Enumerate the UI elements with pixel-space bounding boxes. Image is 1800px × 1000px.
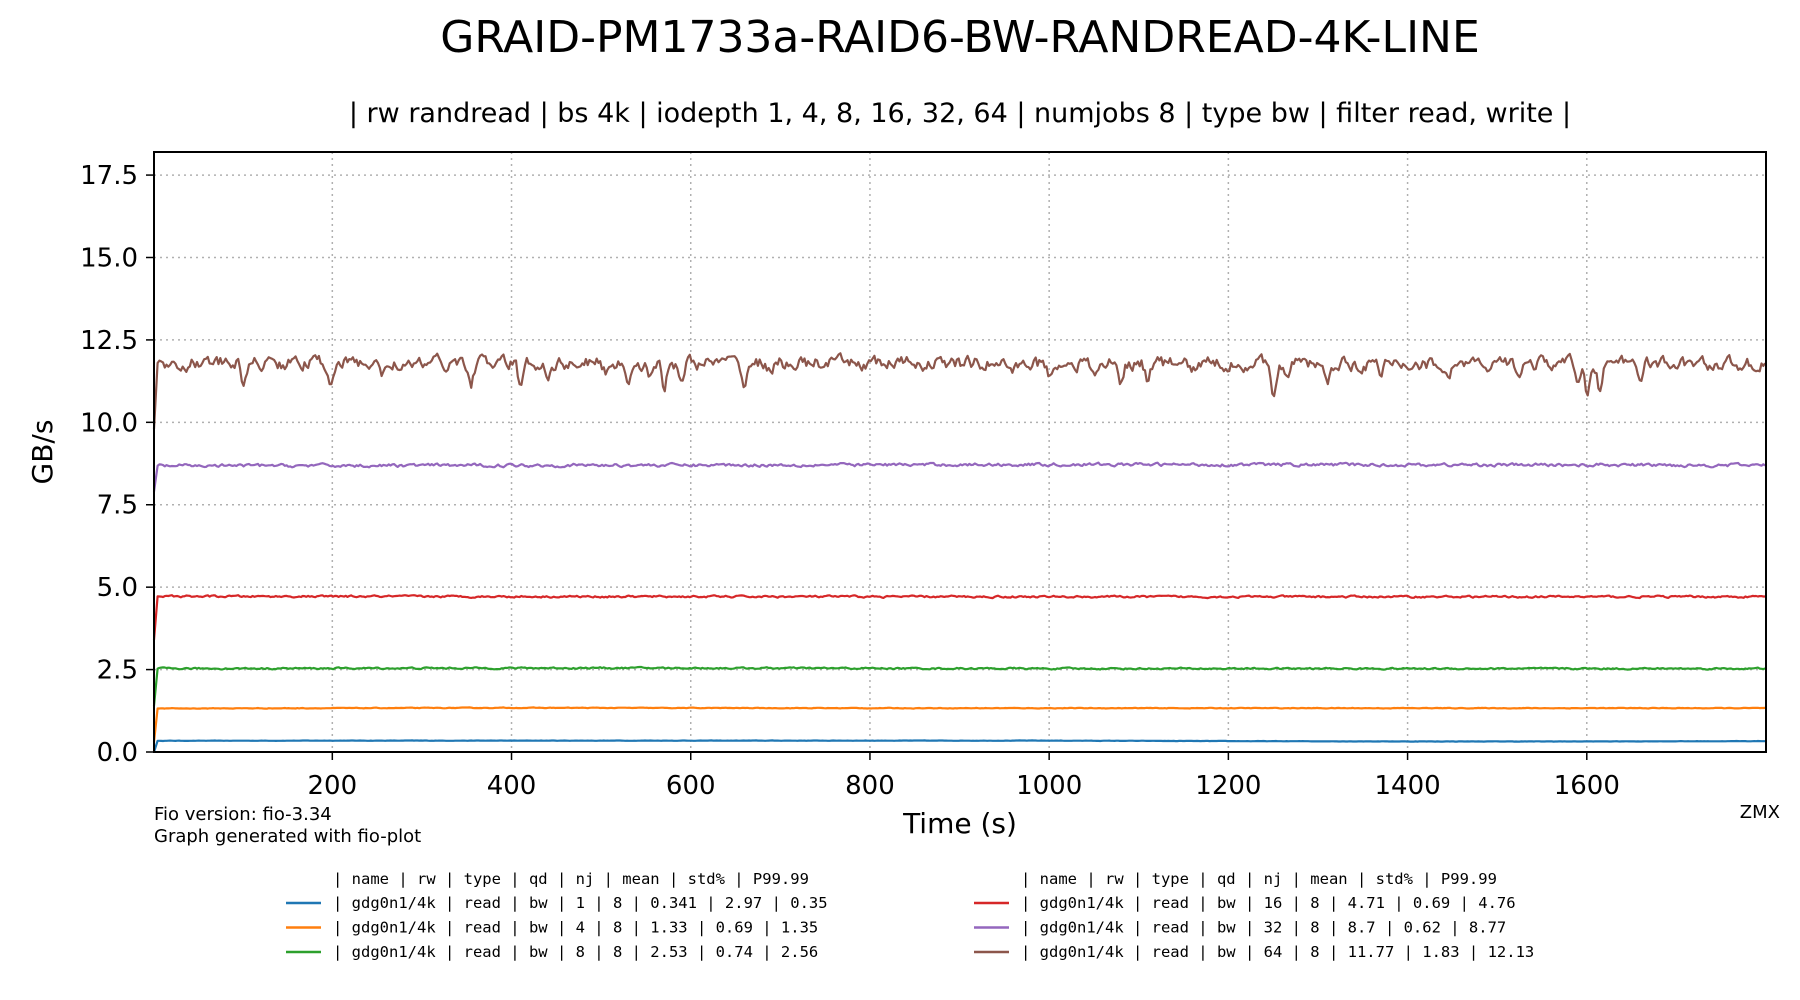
watermark-text: ZMX (1740, 802, 1780, 823)
x-tick-label: 800 (845, 771, 895, 801)
x-tick-label: 1200 (1195, 771, 1261, 801)
y-tick-label: 0.0 (97, 738, 138, 768)
chart-subtitle: | rw randread | bs 4k | iodepth 1, 4, 8,… (349, 98, 1571, 129)
x-tick-label: 1600 (1554, 771, 1620, 801)
x-tick-label: 200 (307, 771, 357, 801)
chart-title: GRAID-PM1733a-RAID6-BW-RANDREAD-4K-LINE (440, 12, 1480, 63)
y-axis: 0.0 2.5 5.0 7.5 10.0 12.5 15.0 17.5 (80, 161, 154, 768)
legend-row: | gdg0n1/4k | read | bw | 32 | 8 | 8.7 |… (1021, 919, 1506, 937)
legend-row: | gdg0n1/4k | read | bw | 1 | 8 | 0.341 … (333, 894, 828, 912)
plot-frame (153, 151, 1767, 753)
x-tick-label: 1400 (1374, 771, 1440, 801)
series-line-qd32 (152, 461, 1766, 492)
generator-text: Graph generated with fio-plot (154, 826, 421, 847)
series-line-qd16 (152, 594, 1766, 640)
series-line-qd4 (152, 706, 1766, 743)
grid-lines (154, 152, 1766, 753)
x-tick-label: 400 (487, 771, 537, 801)
legend-row: | gdg0n1/4k | read | bw | 8 | 8 | 2.53 |… (333, 943, 818, 961)
y-tick-label: 12.5 (80, 326, 138, 356)
x-axis: 200 400 600 800 1000 1200 1400 1600 (307, 752, 1620, 801)
legend-header: | name | rw | type | qd | nj | mean | st… (1021, 870, 1497, 888)
x-tick-label: 600 (666, 771, 716, 801)
x-tick-label: 1000 (1016, 771, 1082, 801)
y-tick-label: 15.0 (80, 243, 138, 273)
legend-table: | name | rw | type | qd | nj | mean | st… (286, 870, 1534, 961)
series-line-qd8 (152, 665, 1766, 706)
y-tick-label: 17.5 (80, 161, 138, 191)
legend-header: | name | rw | type | qd | nj | mean | st… (333, 870, 809, 888)
series-lines (152, 352, 1767, 753)
y-tick-label: 7.5 (97, 491, 138, 521)
y-tick-label: 10.0 (80, 408, 138, 438)
x-axis-label: Time (s) (902, 807, 1017, 840)
series-line-qd1 (152, 739, 1766, 753)
y-axis-label: GB/s (26, 420, 59, 485)
y-tick-label: 5.0 (97, 573, 138, 603)
legend-row: | gdg0n1/4k | read | bw | 16 | 8 | 4.71 … (1021, 894, 1516, 912)
legend-row: | gdg0n1/4k | read | bw | 4 | 8 | 1.33 |… (333, 919, 818, 937)
y-tick-label: 2.5 (97, 656, 138, 686)
series-line-qd64 (152, 352, 1767, 429)
legend-row: | gdg0n1/4k | read | bw | 64 | 8 | 11.77… (1021, 943, 1534, 961)
fio-version-text: Fio version: fio-3.34 (154, 804, 332, 825)
